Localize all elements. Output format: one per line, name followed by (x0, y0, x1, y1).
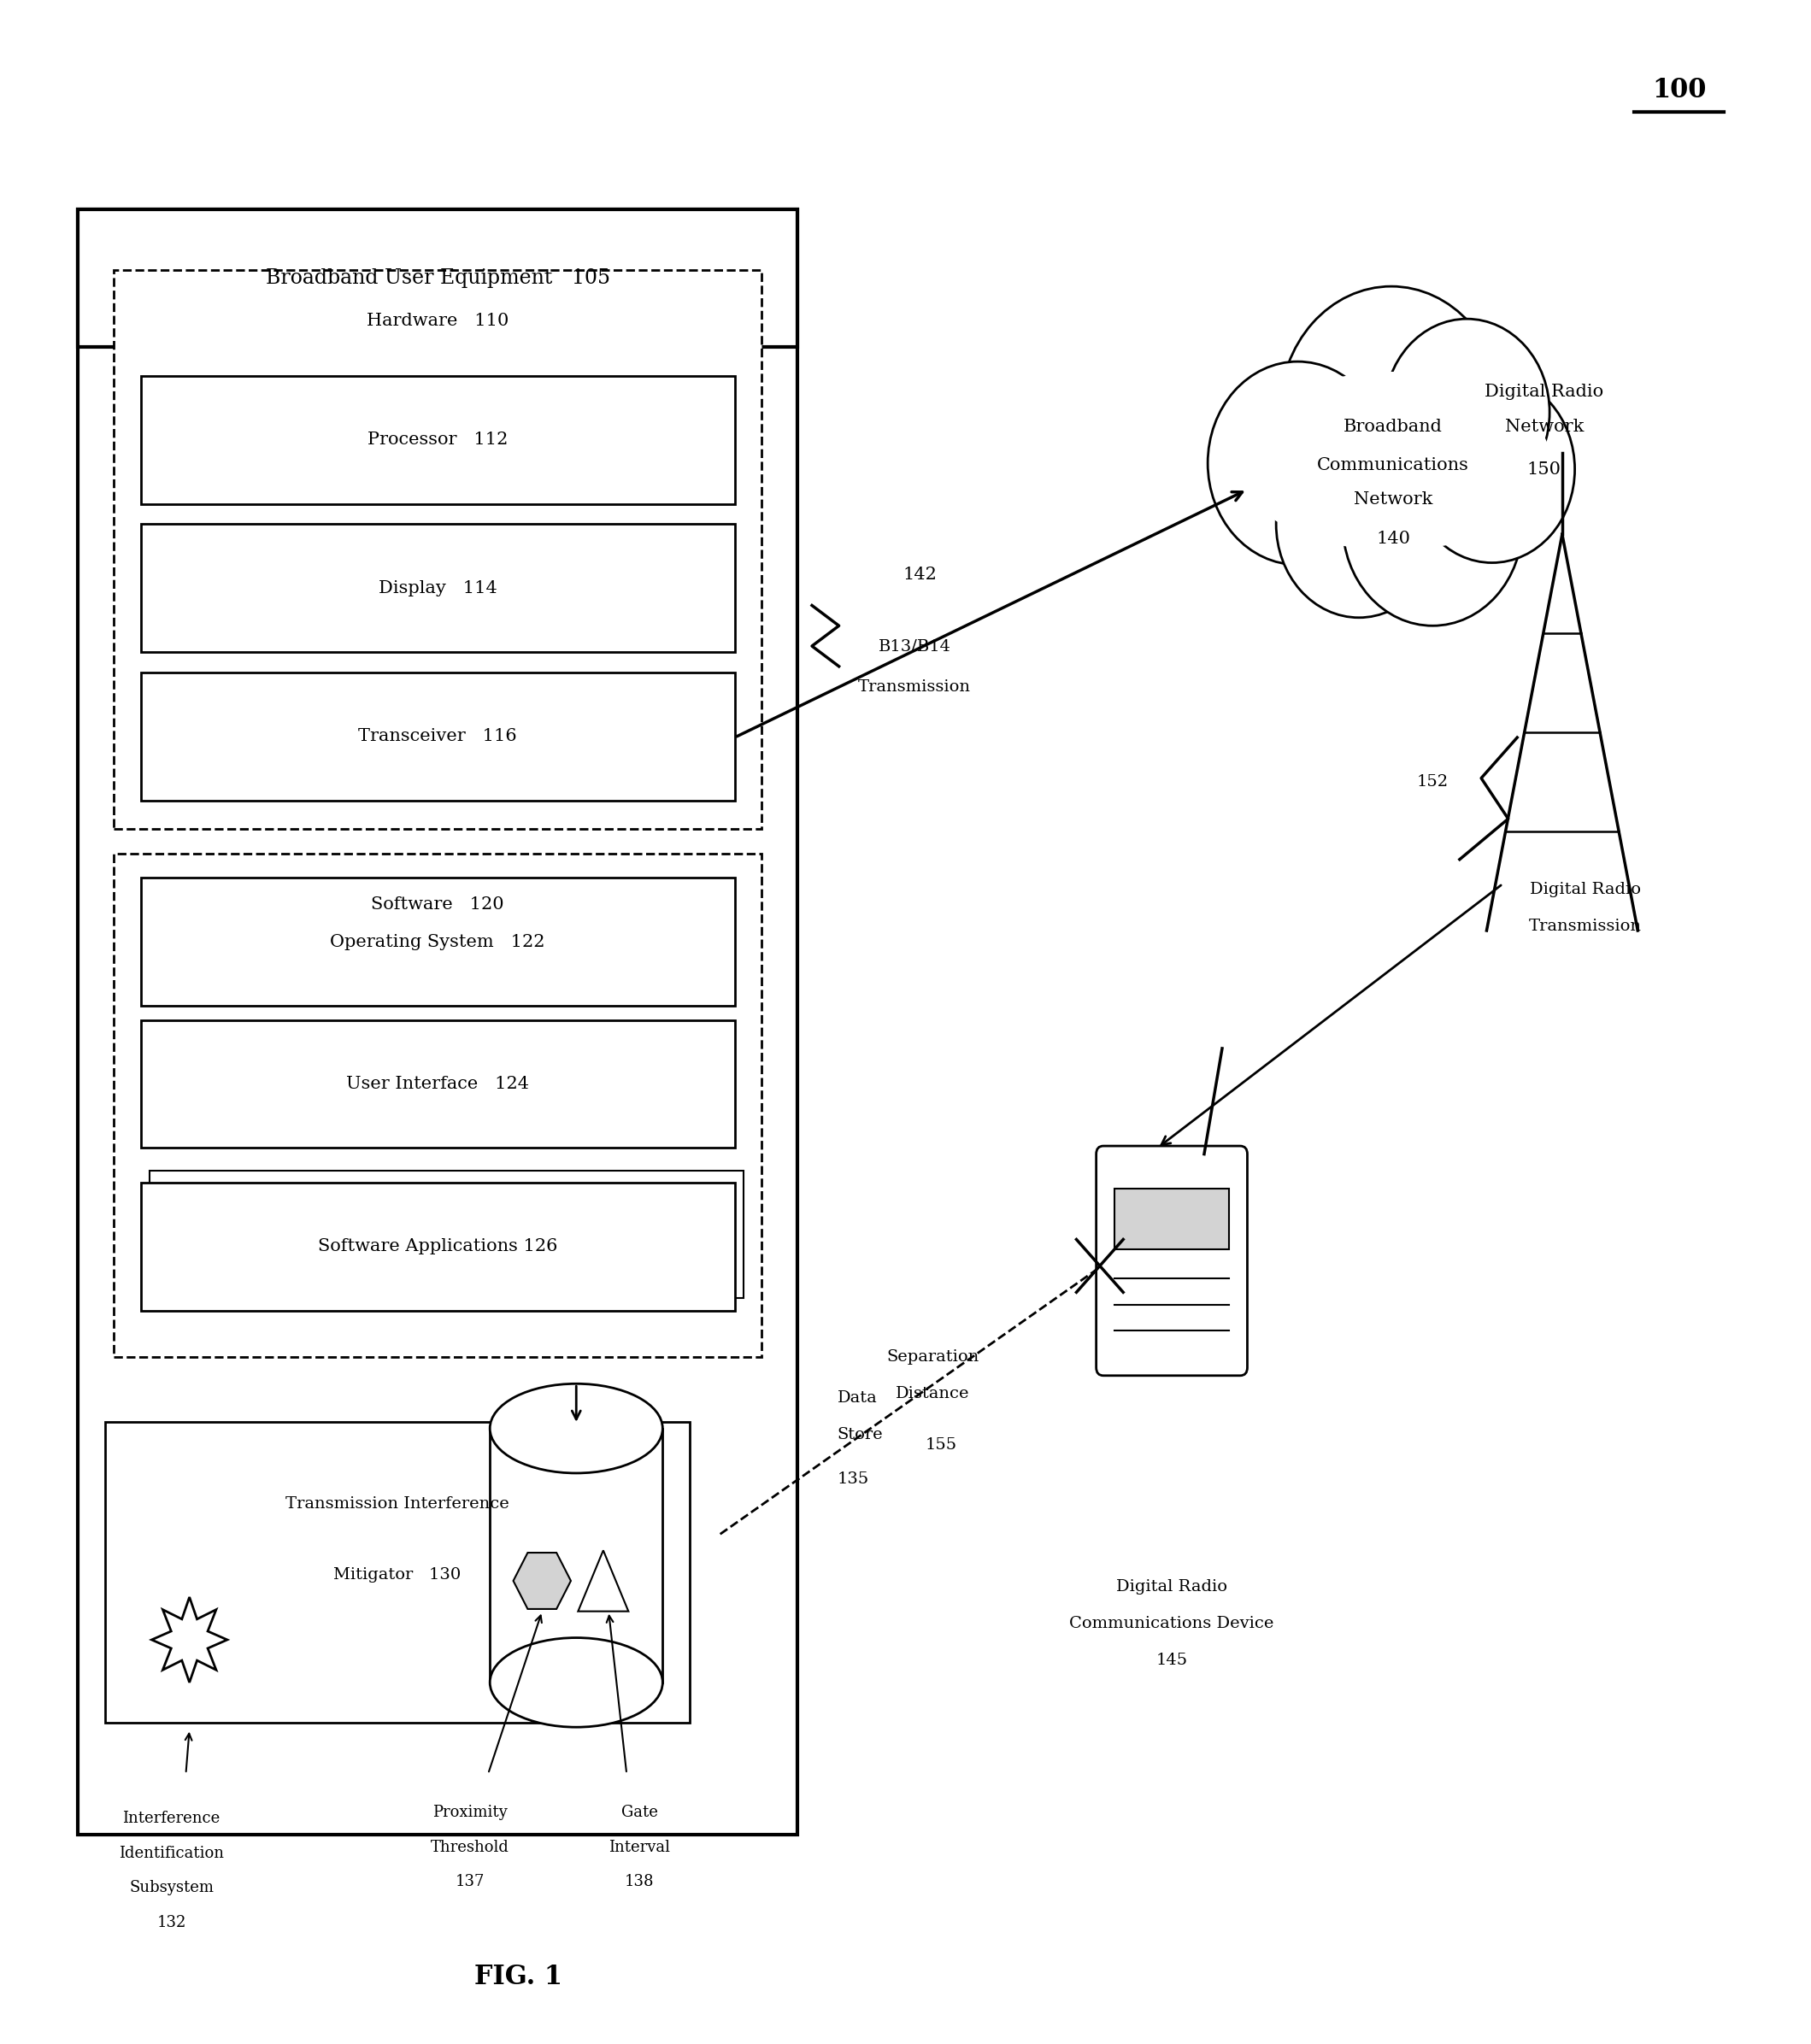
FancyBboxPatch shape (114, 852, 762, 1357)
Text: Software   120: Software 120 (371, 895, 503, 912)
Circle shape (1409, 376, 1576, 562)
Text: 142: 142 (904, 566, 936, 583)
FancyBboxPatch shape (141, 1183, 735, 1310)
Text: 132: 132 (158, 1915, 187, 1930)
Text: Network: Network (1505, 419, 1583, 435)
FancyBboxPatch shape (114, 270, 762, 830)
Text: FIG. 1: FIG. 1 (474, 1964, 563, 1991)
Text: Transmission: Transmission (858, 679, 971, 695)
Text: Store: Store (837, 1427, 884, 1443)
Text: 140: 140 (1376, 529, 1411, 546)
FancyBboxPatch shape (141, 376, 735, 503)
Text: 138: 138 (625, 1874, 654, 1889)
Text: 137: 137 (455, 1874, 485, 1889)
Text: User Interface   124: User Interface 124 (346, 1075, 529, 1091)
Text: Subsystem: Subsystem (129, 1880, 214, 1895)
Text: Gate: Gate (621, 1805, 657, 1821)
Text: Data: Data (837, 1390, 877, 1406)
Text: Transmission Interference: Transmission Interference (286, 1496, 509, 1511)
Ellipse shape (491, 1637, 663, 1727)
Circle shape (1277, 431, 1442, 617)
Text: Communications Device: Communications Device (1070, 1617, 1275, 1631)
Text: Digital Radio: Digital Radio (1116, 1580, 1228, 1594)
Circle shape (1208, 362, 1387, 564)
Text: Operating System   122: Operating System 122 (330, 934, 545, 950)
Text: Distance: Distance (895, 1386, 969, 1402)
Ellipse shape (1235, 372, 1550, 550)
Text: Identification: Identification (120, 1846, 225, 1860)
Ellipse shape (491, 1384, 663, 1474)
FancyBboxPatch shape (159, 1159, 753, 1286)
Text: 155: 155 (925, 1437, 958, 1453)
FancyBboxPatch shape (105, 1423, 690, 1723)
FancyBboxPatch shape (141, 672, 735, 801)
Circle shape (1280, 286, 1503, 538)
Text: 135: 135 (837, 1472, 869, 1486)
Text: Hardware   110: Hardware 110 (366, 313, 509, 329)
Text: 152: 152 (1416, 775, 1449, 789)
Polygon shape (513, 1553, 570, 1609)
Text: Broadband User Equipment   105: Broadband User Equipment 105 (266, 268, 610, 288)
Text: Threshold: Threshold (431, 1840, 509, 1854)
FancyBboxPatch shape (150, 1171, 744, 1298)
FancyBboxPatch shape (491, 1429, 663, 1682)
Text: Interval: Interval (608, 1840, 670, 1854)
Circle shape (1342, 423, 1523, 625)
FancyBboxPatch shape (78, 208, 797, 347)
Text: Software Applications 126: Software Applications 126 (319, 1239, 558, 1255)
Text: Broadband: Broadband (1344, 419, 1443, 435)
Text: Processor   112: Processor 112 (368, 431, 507, 448)
Text: 150: 150 (1527, 462, 1561, 478)
Text: Proximity: Proximity (433, 1805, 507, 1821)
Text: 145: 145 (1155, 1652, 1188, 1668)
FancyBboxPatch shape (141, 523, 735, 652)
Text: Network: Network (1353, 493, 1433, 507)
Text: 100: 100 (1652, 78, 1706, 104)
Text: Interference: Interference (123, 1811, 221, 1825)
FancyBboxPatch shape (141, 1020, 735, 1149)
Text: Digital Radio: Digital Radio (1485, 384, 1605, 401)
Text: B13/B14: B13/B14 (878, 638, 951, 654)
Text: Digital Radio: Digital Radio (1530, 883, 1641, 897)
FancyBboxPatch shape (141, 877, 735, 1006)
Text: Transceiver   116: Transceiver 116 (359, 728, 518, 744)
Text: Transmission: Transmission (1528, 920, 1643, 934)
Text: Communications: Communications (1317, 458, 1469, 474)
Text: Separation: Separation (886, 1349, 978, 1365)
Text: Mitigator   130: Mitigator 130 (333, 1568, 462, 1582)
Text: Display   114: Display 114 (378, 580, 496, 597)
FancyBboxPatch shape (1096, 1147, 1248, 1376)
FancyBboxPatch shape (1114, 1190, 1230, 1249)
FancyBboxPatch shape (78, 208, 797, 1836)
Circle shape (1384, 319, 1550, 505)
